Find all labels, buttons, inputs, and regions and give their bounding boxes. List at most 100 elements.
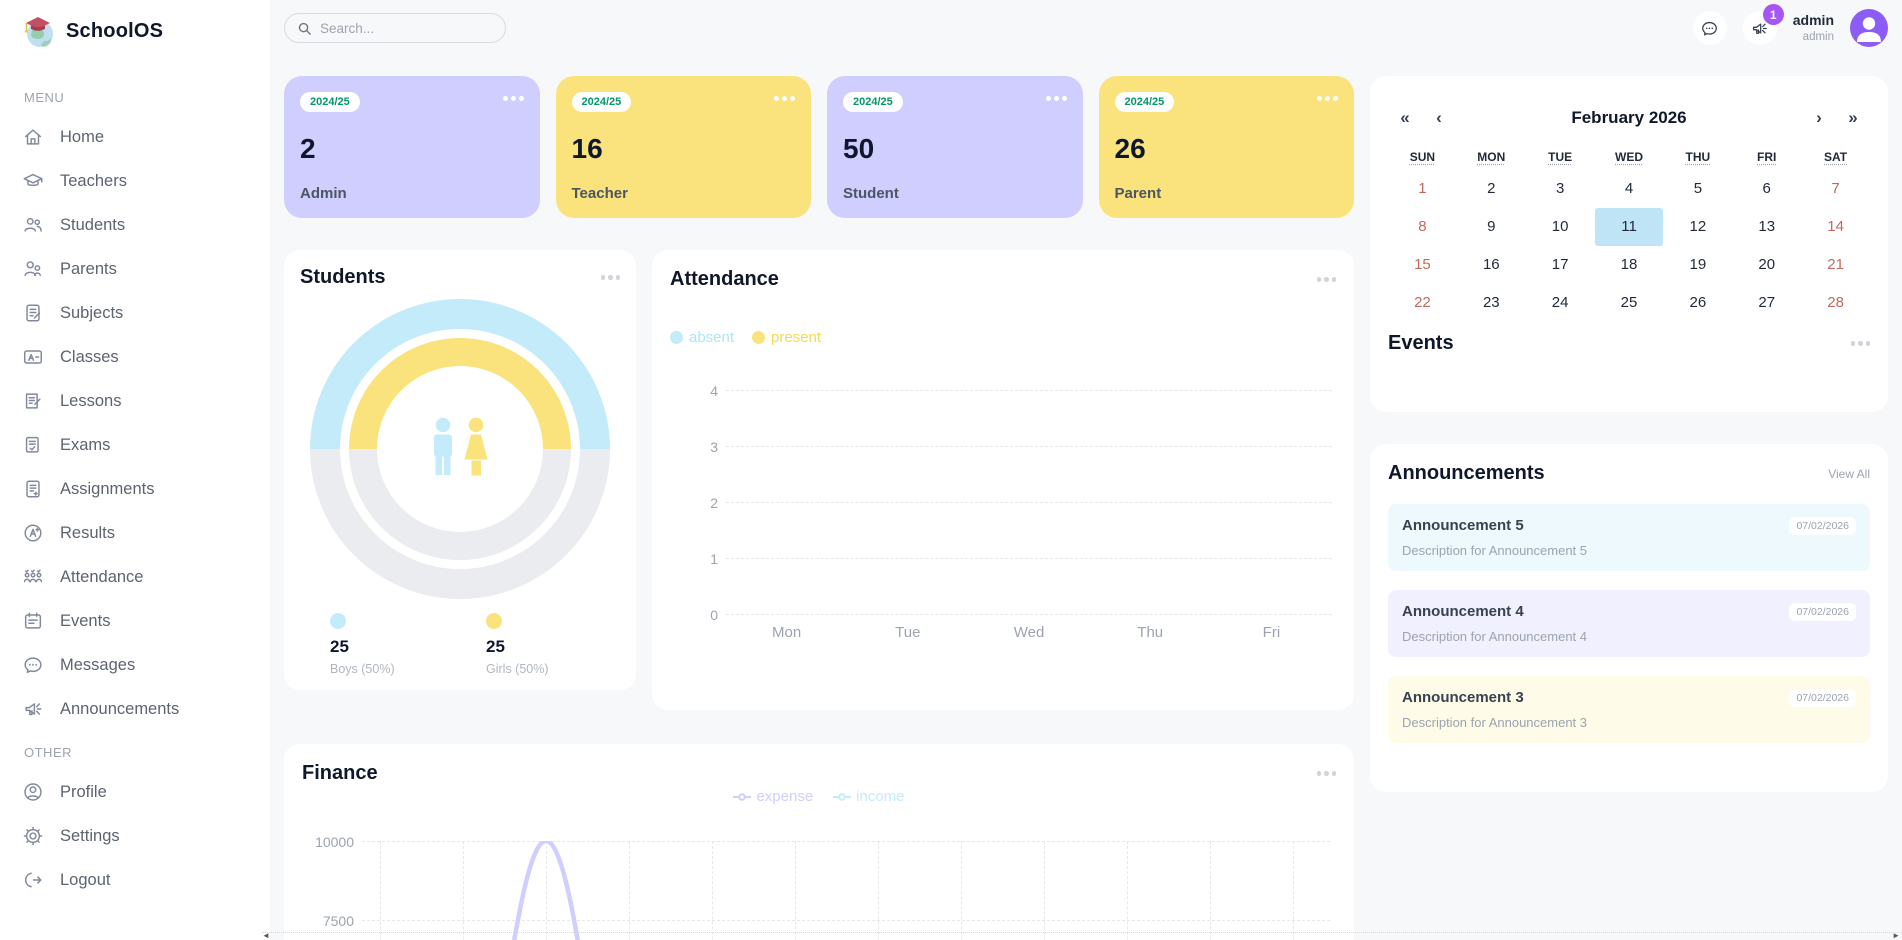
sidebar-item-announcements[interactable]: Announcements <box>22 687 270 731</box>
stat-card-menu-icon[interactable] <box>774 92 795 105</box>
attendance-day-label: Mon <box>726 624 847 641</box>
sidebar-item-home[interactable]: Home <box>22 115 270 159</box>
calendar-date-10[interactable]: 10 <box>1526 208 1595 246</box>
calendar-date-9[interactable]: 9 <box>1457 208 1526 246</box>
calendar-date-26[interactable]: 26 <box>1663 284 1732 322</box>
events-menu-icon[interactable] <box>1851 337 1871 350</box>
app-logo[interactable]: SchoolOS <box>22 14 270 48</box>
stat-card-menu-icon[interactable] <box>503 92 524 105</box>
sidebar-item-settings[interactable]: Settings <box>22 814 270 858</box>
year-badge: 2024/25 <box>1115 92 1175 112</box>
calendar-date-22[interactable]: 22 <box>1388 284 1457 322</box>
attendance-menu-icon[interactable] <box>1317 273 1337 286</box>
sidebar-item-assignments[interactable]: Assignments <box>22 467 270 511</box>
calendar-date-27[interactable]: 27 <box>1732 284 1801 322</box>
calendar-date-19[interactable]: 19 <box>1663 246 1732 284</box>
messages-button[interactable] <box>1693 11 1727 45</box>
sidebar-item-classes[interactable]: Classes <box>22 335 270 379</box>
calendar-date-3[interactable]: 3 <box>1526 170 1595 208</box>
sidebar-item-results[interactable]: Results <box>22 511 270 555</box>
announcement-top: Announcement 3 07/02/2026 <box>1402 689 1856 707</box>
calendar-date-14[interactable]: 14 <box>1801 208 1870 246</box>
students-card-title: Students <box>300 266 386 289</box>
year-badge: 2024/25 <box>300 92 360 112</box>
attendance-gridline: 4 <box>726 390 1332 391</box>
sidebar-item-subjects[interactable]: Subjects <box>22 291 270 335</box>
sidebar-item-messages[interactable]: Messages <box>22 643 270 687</box>
sidebar-item-lessons[interactable]: Lessons <box>22 379 270 423</box>
search-icon <box>297 21 312 36</box>
scrollbar-right-arrow-icon[interactable]: ► <box>1892 932 1900 940</box>
calendar-date-28[interactable]: 28 <box>1801 284 1870 322</box>
legend-value: 25 <box>330 637 434 657</box>
announcement-title: Announcement 5 <box>1402 517 1524 534</box>
calendar-date-2[interactable]: 2 <box>1457 170 1526 208</box>
sidebar-item-attendance[interactable]: Attendance <box>22 555 270 599</box>
stat-cards-row: 2024/25 2 Admin 2024/25 16 Teacher 2024/25 50 St… <box>284 76 1354 218</box>
sidebar-section-label: OTHER <box>24 745 270 760</box>
calendar-date-17[interactable]: 17 <box>1526 246 1595 284</box>
calendar-weekday: FRI <box>1732 150 1801 164</box>
calendar-prev-month-button[interactable]: ‹ <box>1422 108 1456 128</box>
calendar-date-20[interactable]: 20 <box>1732 246 1801 284</box>
attendance-legend: absent present <box>670 329 1336 346</box>
sidebar-item-students[interactable]: Students <box>22 203 270 247</box>
calendar-date-16[interactable]: 16 <box>1457 246 1526 284</box>
stat-card-top: 2024/25 <box>572 92 796 112</box>
sidebar-item-exams[interactable]: Exams <box>22 423 270 467</box>
sidebar-item-label: Assignments <box>60 480 154 499</box>
calendar-date-13[interactable]: 13 <box>1732 208 1801 246</box>
finance-card-title: Finance <box>302 762 378 785</box>
announcement-item[interactable]: Announcement 4 07/02/2026 Description for … <box>1388 590 1870 657</box>
sidebar-item-events[interactable]: Events <box>22 599 270 643</box>
announcement-top: Announcement 5 07/02/2026 <box>1402 517 1856 535</box>
finance-y-tick: 10000 <box>310 834 354 850</box>
calendar-date-24[interactable]: 24 <box>1526 284 1595 322</box>
finance-legend-expense: expense <box>733 788 813 805</box>
announcement-item[interactable]: Announcement 3 07/02/2026 Description for … <box>1388 676 1870 743</box>
sidebar-item-label: Lessons <box>60 392 121 411</box>
calendar-date-8[interactable]: 8 <box>1388 208 1457 246</box>
calendar-date-7[interactable]: 7 <box>1801 170 1870 208</box>
calendar-date-15[interactable]: 15 <box>1388 246 1457 284</box>
announcements-button[interactable]: 1 <box>1743 11 1777 45</box>
stat-card-menu-icon[interactable] <box>1046 92 1067 105</box>
announcement-top: Announcement 4 07/02/2026 <box>1402 603 1856 621</box>
view-all-link[interactable]: View All <box>1828 467 1870 481</box>
calendar-date-5[interactable]: 5 <box>1663 170 1732 208</box>
horizontal-scrollbar[interactable]: ◄ ► <box>262 932 1902 940</box>
sidebar-item-label: Messages <box>60 656 135 675</box>
calendar-next-month-button[interactable]: › <box>1802 108 1836 128</box>
search-bar[interactable] <box>284 13 506 43</box>
settings-icon <box>22 825 44 847</box>
search-input[interactable] <box>320 21 493 36</box>
calendar-weekday: SUN <box>1388 150 1457 164</box>
students-menu-icon[interactable] <box>601 271 621 284</box>
calendar-date-1[interactable]: 1 <box>1388 170 1457 208</box>
calendar-date-25[interactable]: 25 <box>1595 284 1664 322</box>
sidebar: SchoolOS MENU Home Teachers Students Parents… <box>0 0 270 940</box>
announcement-item[interactable]: Announcement 5 07/02/2026 Description for … <box>1388 504 1870 571</box>
boy-icon <box>434 418 452 475</box>
finance-menu-icon[interactable] <box>1317 767 1337 780</box>
stat-card-menu-icon[interactable] <box>1317 92 1338 105</box>
stat-value: 16 <box>572 133 796 165</box>
calendar-date-18[interactable]: 18 <box>1595 246 1664 284</box>
sidebar-item-profile[interactable]: Profile <box>22 770 270 814</box>
calendar-date-6[interactable]: 6 <box>1732 170 1801 208</box>
calendar-date-23[interactable]: 23 <box>1457 284 1526 322</box>
calendar-next-year-button[interactable]: » <box>1836 108 1870 128</box>
calendar-date-12[interactable]: 12 <box>1663 208 1732 246</box>
calendar-date-11[interactable]: 11 <box>1595 208 1664 246</box>
stat-value: 26 <box>1115 133 1339 165</box>
stat-card-teacher: 2024/25 16 Teacher <box>556 76 812 218</box>
calendar-date-4[interactable]: 4 <box>1595 170 1664 208</box>
sidebar-item-teachers[interactable]: Teachers <box>22 159 270 203</box>
calendar-date-21[interactable]: 21 <box>1801 246 1870 284</box>
scrollbar-left-arrow-icon[interactable]: ◄ <box>262 932 270 940</box>
avatar[interactable] <box>1850 9 1888 47</box>
sidebar-item-logout[interactable]: Logout <box>22 858 270 902</box>
sidebar-item-parents[interactable]: Parents <box>22 247 270 291</box>
year-badge: 2024/25 <box>572 92 632 112</box>
calendar-prev-year-button[interactable]: « <box>1388 108 1422 128</box>
